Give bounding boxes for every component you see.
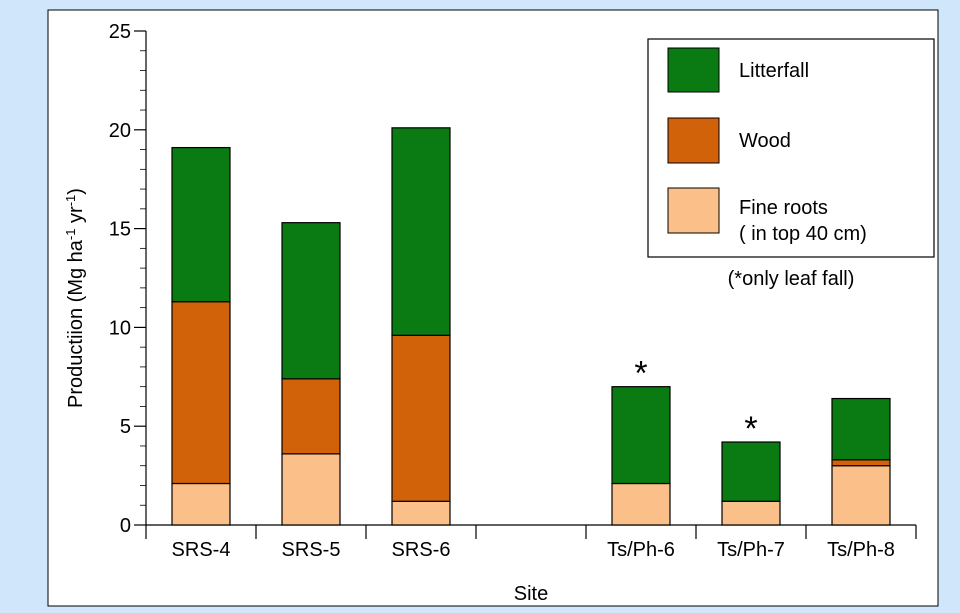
x-axis (145, 524, 917, 539)
legend-label-litterfall: Litterfall (739, 60, 809, 82)
y-tick-label: 0 (120, 515, 131, 537)
y-tick-label: 15 (109, 219, 131, 241)
bar-segment-litterfall (281, 222, 341, 380)
legend-swatch-fine-roots (667, 187, 720, 234)
y-axis-title-main: Productiion (Mg ha (65, 239, 87, 408)
bars-group (171, 127, 891, 526)
asterisk-marker: * (744, 410, 757, 448)
y-axis-title: Productiion (Mg ha-1 yr-1) (63, 188, 87, 408)
y-axis-title-mid: yr (65, 206, 87, 229)
y-tick-label: 25 (109, 21, 131, 43)
legend-label-fine-roots: Fine roots (739, 197, 828, 219)
y-tick-labels: 0 5 10 15 20 25 (109, 21, 131, 537)
asterisk-markers: ** (634, 355, 757, 448)
bar-segment-wood (391, 334, 451, 502)
bar-segment-fine-roots (831, 465, 891, 526)
asterisk-note: (*only leaf fall) (728, 268, 855, 290)
x-tick-label: SRS-5 (282, 539, 341, 561)
x-tick-label: Ts/Ph-8 (827, 539, 895, 561)
y-axis-title-end: ) (65, 188, 87, 195)
legend-label-wood: Wood (739, 130, 791, 152)
x-tick-label: Ts/Ph-6 (607, 539, 675, 561)
bar-segment-litterfall (611, 386, 671, 485)
legend: Litterfall Wood Fine roots ( in top 40 c… (647, 38, 935, 258)
legend-swatch-wood (667, 117, 720, 164)
legend-label-fine-roots-depth: ( in top 40 cm) (739, 223, 867, 245)
bar-segment-fine-roots (171, 482, 231, 526)
asterisk-marker: * (634, 355, 647, 393)
bar-segment-litterfall (171, 146, 231, 303)
x-tick-label: SRS-6 (392, 539, 451, 561)
legend-swatch-litterfall (667, 47, 720, 93)
bar-segment-wood (171, 301, 231, 485)
x-tick-label: SRS-4 (172, 539, 231, 561)
y-axis-title-exp1: -1 (63, 229, 78, 241)
bar-segment-litterfall (721, 441, 781, 502)
y-tick-label: 20 (109, 120, 131, 142)
y-tick-label: 10 (109, 317, 131, 339)
y-tick-label: 5 (120, 416, 131, 438)
bar-segment-fine-roots (391, 500, 451, 526)
bar-segment-fine-roots (281, 453, 341, 526)
bar-segment-litterfall (391, 127, 451, 336)
bar-segment-litterfall (831, 397, 891, 461)
x-axis-title: Site (514, 583, 548, 605)
bar-segment-wood (831, 459, 891, 467)
x-tick-labels: SRS-4 SRS-5 SRS-6 Ts/Ph-6 Ts/Ph-7 Ts/Ph-8 (172, 539, 895, 561)
x-tick-label: Ts/Ph-7 (717, 539, 785, 561)
y-axis (134, 30, 147, 526)
bar-segment-fine-roots (721, 500, 781, 526)
bar-segment-fine-roots (611, 482, 671, 526)
bar-segment-wood (281, 378, 341, 455)
y-axis-title-exp2: -1 (63, 195, 78, 207)
